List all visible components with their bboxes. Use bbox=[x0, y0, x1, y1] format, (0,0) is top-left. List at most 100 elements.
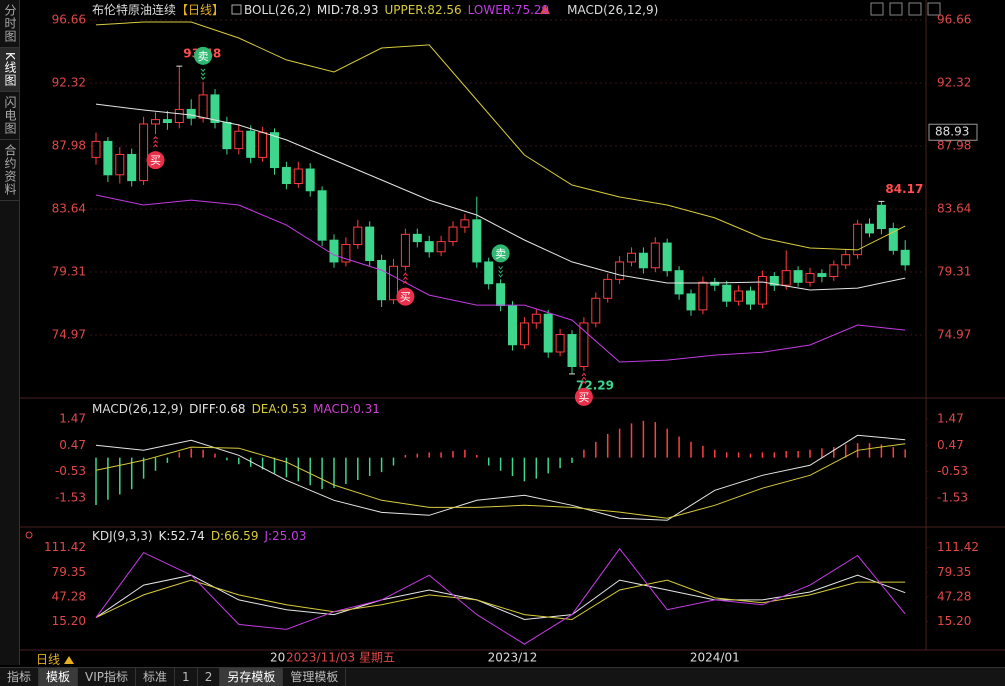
candle-body bbox=[365, 226, 375, 261]
candle-body bbox=[103, 140, 113, 176]
signal-arrow bbox=[153, 139, 158, 144]
signal-arrow bbox=[403, 272, 408, 276]
legend: BOLL(26,2) MID:78.93 UPPER:82.56 LOWER:75.2… bbox=[244, 3, 658, 17]
y-tick-label: -1.53 bbox=[937, 490, 968, 504]
indicator-line bbox=[95, 574, 906, 621]
indicator-title: MACD(26,12,9) bbox=[567, 3, 658, 17]
signal-arrow bbox=[200, 68, 206, 73]
candle-body bbox=[793, 270, 803, 283]
indicator-icon bbox=[231, 4, 242, 15]
legend-item: DEA:0.53 bbox=[252, 402, 308, 416]
indicator-arrow bbox=[540, 5, 550, 14]
signal-arrow bbox=[498, 266, 503, 270]
extreme-label: 84.17 bbox=[885, 182, 923, 196]
candle-body bbox=[222, 122, 232, 150]
candle-body bbox=[746, 290, 755, 305]
candle-body bbox=[377, 259, 387, 301]
toolbar-item[interactable]: 指标 bbox=[0, 668, 40, 686]
candle-body bbox=[389, 265, 398, 301]
legend-item: LOWER:75.29 bbox=[468, 3, 550, 17]
y-tick-label: 47.28 bbox=[937, 589, 971, 603]
y-tick-label: 87.98 bbox=[937, 139, 971, 153]
y-tick-label: 111.42 bbox=[44, 540, 86, 554]
signal-text: 买 bbox=[578, 391, 589, 404]
price-box-label: 88.93 bbox=[935, 125, 969, 139]
candle-body bbox=[781, 270, 791, 286]
period-arrow bbox=[64, 656, 74, 664]
signal-badge bbox=[574, 387, 593, 406]
candle-body bbox=[710, 281, 720, 286]
y-tick-label: 79.35 bbox=[52, 565, 86, 579]
toolbar-item[interactable]: 另存模板 bbox=[220, 668, 284, 686]
toolbar-item[interactable]: 1 bbox=[175, 668, 198, 686]
crosshair-date: 2023/11/03 星期五 bbox=[286, 651, 395, 665]
candle-body bbox=[876, 204, 886, 230]
sidebar: 分时图 K线图 闪电图 合约资料 bbox=[0, 0, 20, 665]
candle-body bbox=[841, 254, 851, 266]
candle-body bbox=[519, 322, 529, 346]
sidebar-tab[interactable]: 合约资料 bbox=[0, 140, 19, 201]
toolbar-item[interactable]: 标准 bbox=[136, 668, 176, 686]
legend-item: MACD:0.31 bbox=[313, 402, 380, 416]
candle-body bbox=[508, 305, 517, 346]
candle-body bbox=[400, 233, 410, 267]
candle-body bbox=[329, 239, 339, 263]
toolbar-item[interactable]: VIP指标 bbox=[78, 668, 137, 686]
candle-body bbox=[603, 278, 613, 299]
candle-body bbox=[270, 132, 279, 169]
price-box bbox=[928, 123, 978, 141]
candle-body bbox=[734, 290, 744, 302]
candle-body bbox=[496, 283, 506, 307]
indicator-line bbox=[95, 443, 906, 519]
y-tick-label: -0.53 bbox=[937, 464, 968, 478]
legend-item: DIFF:0.68 bbox=[189, 402, 245, 416]
toolbar-item[interactable]: 管理模板 bbox=[283, 668, 347, 686]
candle-body bbox=[412, 233, 422, 243]
y-tick-label: 79.35 bbox=[937, 565, 971, 579]
chart: 布伦特原油连续【日线】 日线 20 2023/11/03 星期五 96.66 96… bbox=[20, 0, 1005, 667]
candle-body bbox=[484, 261, 494, 285]
candle-body bbox=[210, 94, 220, 124]
signal-arrow bbox=[581, 372, 587, 377]
candle-body bbox=[888, 228, 898, 251]
candle-body bbox=[281, 167, 291, 185]
legend-item: J:25.03 bbox=[263, 529, 306, 543]
y-tick-label: 15.20 bbox=[52, 614, 86, 628]
toolbar-item[interactable]: 模板 bbox=[39, 668, 79, 686]
icon bbox=[889, 2, 903, 16]
candle-body bbox=[543, 313, 553, 353]
y-tick-label: -0.53 bbox=[55, 464, 86, 478]
period: 【日线】 bbox=[176, 3, 224, 17]
indicator-line bbox=[95, 579, 906, 621]
signal-text: 买 bbox=[400, 291, 411, 304]
candle-body bbox=[686, 293, 696, 311]
toolbar-item[interactable]: 2 bbox=[198, 668, 221, 686]
signal-badge bbox=[194, 46, 213, 65]
period-label: 日线 bbox=[36, 653, 60, 667]
candle-body bbox=[829, 264, 839, 277]
y-tick-label: 79.31 bbox=[52, 264, 86, 278]
candle-body bbox=[424, 241, 434, 253]
sidebar-tab[interactable]: 闪电图 bbox=[0, 92, 19, 140]
icon bbox=[870, 2, 884, 16]
candle-body bbox=[293, 168, 303, 185]
candle-body bbox=[305, 168, 315, 192]
signal-arrow bbox=[153, 135, 158, 140]
sidebar-tab[interactable]: K线图 bbox=[0, 48, 19, 92]
signal-text: 卖 bbox=[495, 247, 506, 260]
y-tick-label: 1.47 bbox=[937, 411, 964, 425]
candle-body bbox=[627, 252, 636, 263]
candle-body bbox=[460, 219, 470, 228]
icon bbox=[908, 2, 922, 16]
candle-body bbox=[436, 241, 446, 253]
candle-body bbox=[555, 334, 565, 353]
legend-item: MID:78.93 bbox=[317, 3, 379, 17]
signal-arrow bbox=[581, 380, 587, 385]
legend-item: KDJ(9,3,3) bbox=[92, 529, 153, 543]
indicator-line bbox=[95, 103, 906, 291]
candle-body bbox=[448, 226, 458, 243]
sidebar-tab[interactable]: 分时图 bbox=[0, 0, 19, 48]
candle-body bbox=[615, 261, 625, 280]
candle-body bbox=[258, 132, 268, 158]
candle-body bbox=[174, 108, 184, 124]
